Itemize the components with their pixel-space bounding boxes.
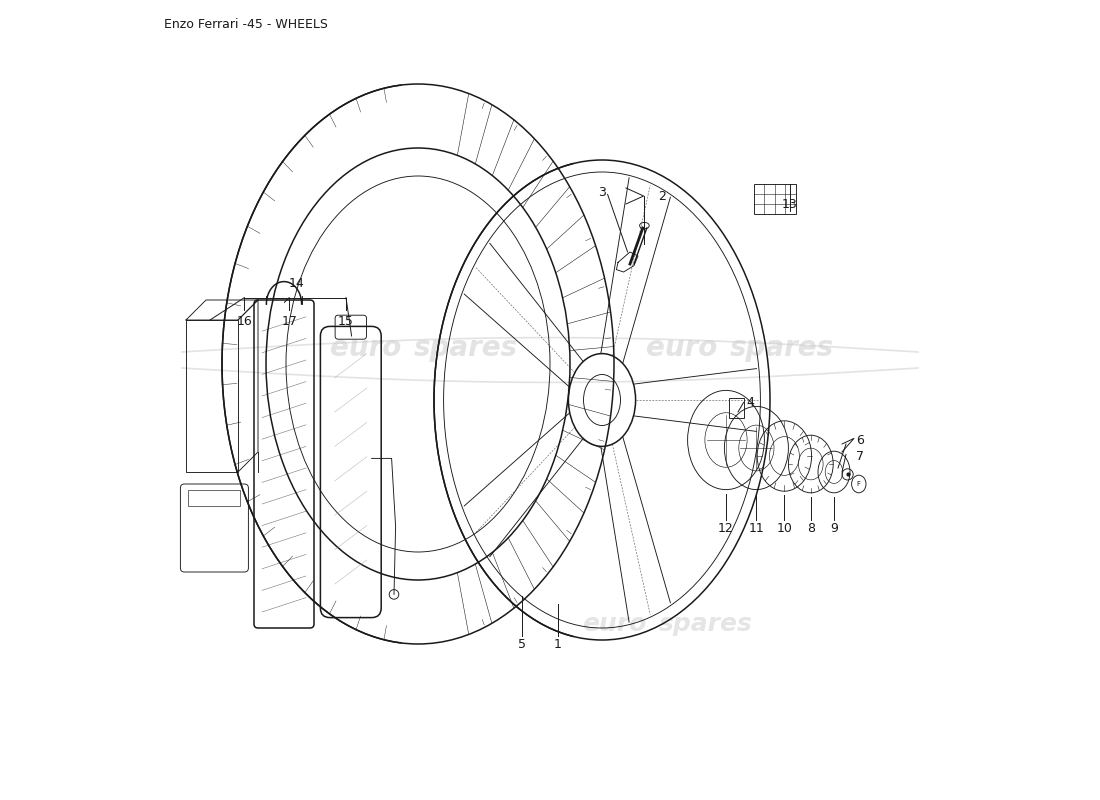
Bar — [186, 320, 238, 472]
Text: 1: 1 — [554, 638, 562, 650]
Text: 10: 10 — [777, 522, 792, 534]
Bar — [188, 490, 241, 506]
Text: 7: 7 — [857, 450, 865, 462]
Text: 9: 9 — [830, 522, 838, 534]
Bar — [754, 184, 795, 214]
Text: euro: euro — [647, 334, 717, 362]
Text: euro: euro — [582, 612, 646, 636]
Text: 15: 15 — [338, 315, 354, 328]
Text: 11: 11 — [748, 522, 764, 534]
Text: 12: 12 — [718, 522, 734, 534]
Text: F: F — [857, 481, 861, 487]
Text: 2: 2 — [658, 190, 666, 202]
Text: 13: 13 — [782, 198, 797, 210]
Text: spares: spares — [414, 334, 518, 362]
Text: 6: 6 — [857, 434, 865, 446]
Text: 14: 14 — [288, 277, 305, 290]
Text: 17: 17 — [282, 315, 297, 328]
Text: Enzo Ferrari -45 - WHEELS: Enzo Ferrari -45 - WHEELS — [164, 18, 328, 30]
Text: spares: spares — [659, 612, 752, 636]
Text: euro: euro — [330, 334, 402, 362]
Text: 8: 8 — [806, 522, 815, 534]
Bar — [729, 398, 744, 418]
Text: 4: 4 — [746, 396, 754, 409]
Text: 5: 5 — [518, 638, 526, 650]
Text: 16: 16 — [236, 315, 252, 328]
Text: spares: spares — [730, 334, 834, 362]
Text: 3: 3 — [598, 186, 606, 198]
